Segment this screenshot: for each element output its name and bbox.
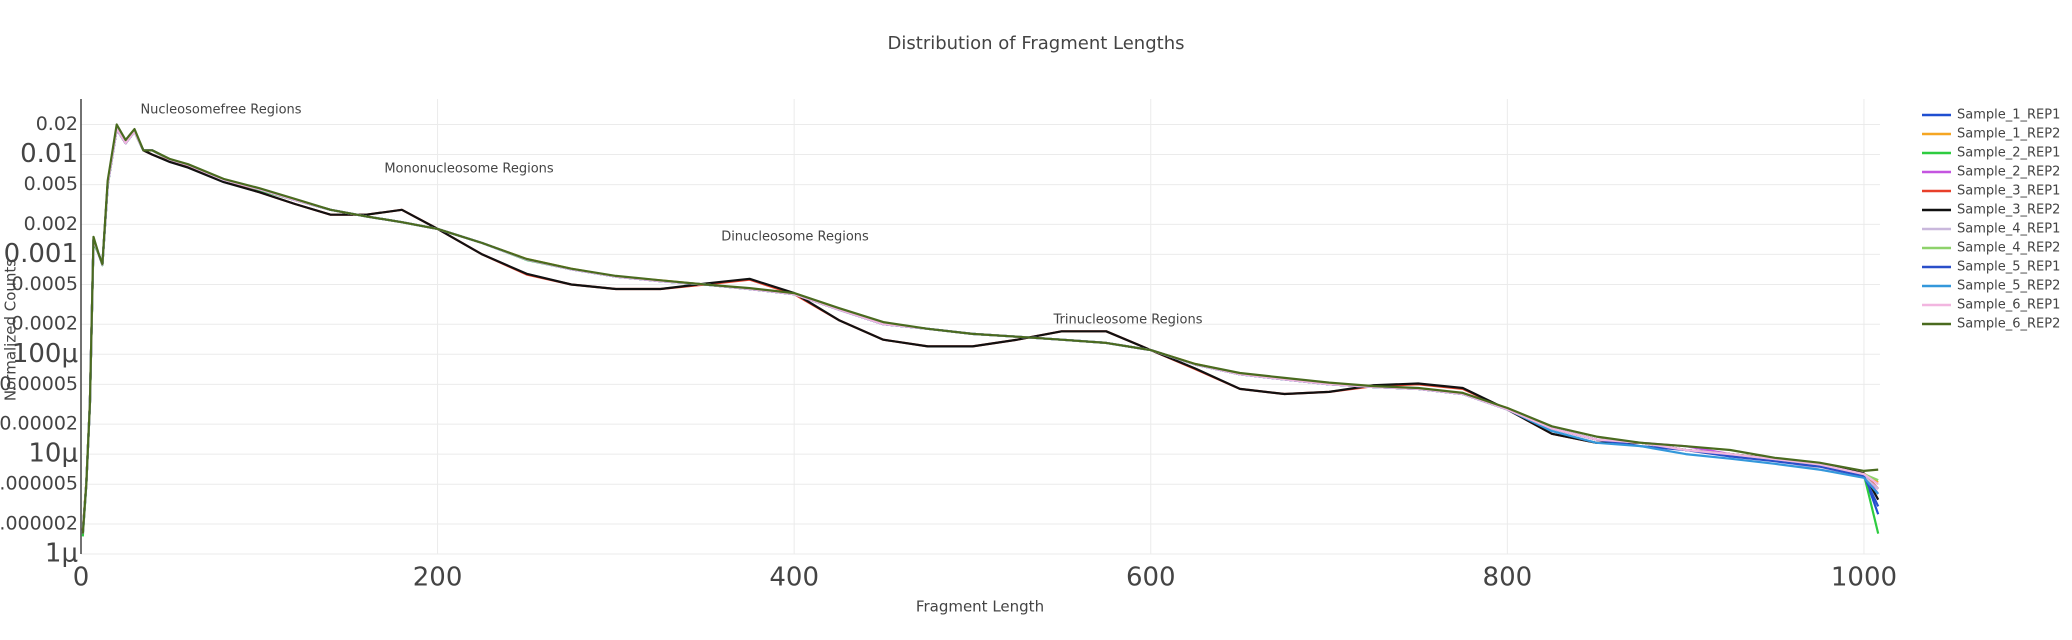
y-tick-label: 1μ <box>45 539 78 569</box>
series-line <box>81 128 1880 537</box>
series-line <box>81 128 1879 534</box>
y-tick-label: 0.00002 <box>0 413 78 435</box>
y-tick-label: 0.000002 <box>0 512 78 534</box>
y-tick-label: 0.001 <box>4 239 78 269</box>
series-line <box>81 123 1879 534</box>
y-tick-label: 0.002 <box>24 213 78 235</box>
series-line <box>81 128 1880 532</box>
x-tick-label: 800 <box>1483 563 1533 593</box>
annotation: Mononucleosome Regions <box>384 162 554 177</box>
x-tick-label: 0 <box>73 563 90 593</box>
series-line <box>81 128 1879 532</box>
series-line <box>81 128 1879 534</box>
legend-label: Sample_3_REP2 <box>1957 203 2060 218</box>
series-line <box>81 128 1880 534</box>
y-tick-label: 0.01 <box>20 139 78 169</box>
x-tick-label: 200 <box>413 563 463 593</box>
series-line <box>81 128 1880 534</box>
y-tick-label: 0.0005 <box>12 273 78 295</box>
x-tick-label: 400 <box>769 563 819 593</box>
legend-label: Sample_6_REP2 <box>1957 317 2060 332</box>
series-line <box>81 128 1880 534</box>
y-tick-label: 0.0002 <box>12 313 78 335</box>
legend-label: Sample_1_REP2 <box>1957 127 2060 142</box>
chart-title: Distribution of Fragment Lengths <box>888 33 1185 54</box>
legend-label: Sample_4_REP2 <box>1957 241 2060 256</box>
series-line <box>81 128 1879 534</box>
y-tick-label: 10μ <box>28 439 78 469</box>
y-tick-label: 0.000005 <box>0 473 78 495</box>
series-line <box>81 128 1879 534</box>
x-tick-label: 1000 <box>1831 563 1897 593</box>
legend-label: Sample_4_REP1 <box>1957 222 2060 237</box>
legend-label: Sample_5_REP2 <box>1957 279 2060 294</box>
y-tick-label: 0.02 <box>36 113 78 135</box>
legend-label: Sample_5_REP1 <box>1957 260 2060 275</box>
annotation: Dinucleosome Regions <box>721 230 869 245</box>
legend-label: Sample_2_REP1 <box>1957 146 2060 161</box>
annotation: Trinucleosome Regions <box>1053 313 1203 328</box>
legend-label: Sample_6_REP1 <box>1957 298 2060 313</box>
y-tick-label: 0.005 <box>24 173 78 195</box>
legend-label: Sample_1_REP1 <box>1957 108 2060 123</box>
y-tick-label: 0.00005 <box>0 373 78 395</box>
legend-label: Sample_2_REP2 <box>1957 165 2060 180</box>
y-tick-label: 100μ <box>12 339 78 369</box>
x-tick-label: 600 <box>1126 563 1176 593</box>
series-line <box>81 128 1880 534</box>
y-axis-label: Normalized Counts <box>2 259 20 401</box>
annotation: Nucleosomefree Regions <box>140 103 301 118</box>
legend-label: Sample_3_REP1 <box>1957 184 2060 199</box>
x-axis-label: Fragment Length <box>916 598 1044 616</box>
